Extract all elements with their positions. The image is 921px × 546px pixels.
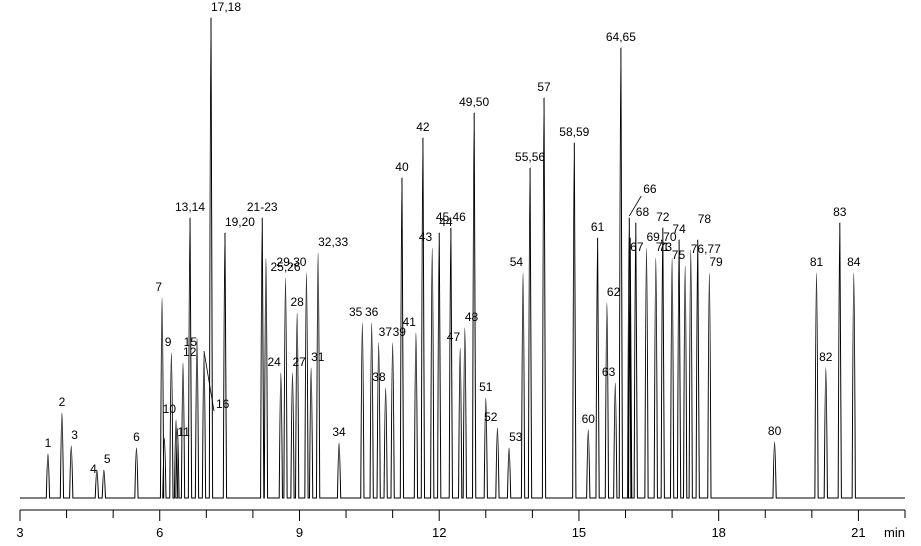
peak-label-11: 11: [177, 425, 190, 439]
peak-label-43: 43: [419, 230, 433, 244]
peak-label-10: 10: [163, 402, 177, 416]
peak-label-66: 66: [643, 182, 657, 196]
peak-label-13: 13,14: [175, 200, 205, 214]
peak-label-76: 76,77: [691, 242, 721, 256]
peak-label-21: 21-23: [247, 200, 278, 214]
peak-label-4: 4: [90, 462, 97, 476]
x-axis-unit: min: [884, 525, 905, 540]
peak-label-54: 54: [510, 255, 524, 269]
peak-label-15: 15: [184, 335, 198, 349]
peak-label-67: 67: [630, 240, 644, 254]
peak-label-78: 78: [698, 212, 712, 226]
peak-label-48: 48: [465, 310, 479, 324]
peak-label-61: 61: [591, 220, 605, 234]
peak-label-45: 45,46: [436, 210, 466, 224]
peak-label-24: 24: [267, 355, 281, 369]
peak-label-84: 84: [847, 255, 861, 269]
peak-label-16: 16: [216, 397, 230, 411]
peak-label-75: 75: [672, 248, 686, 262]
peak-label-79: 79: [709, 255, 723, 269]
peak-label-41: 41: [403, 315, 417, 329]
x-tick-label: 12: [432, 525, 446, 540]
peak-label-5: 5: [104, 452, 111, 466]
peak-label-6: 6: [133, 430, 140, 444]
peak-label-82: 82: [819, 350, 833, 364]
peak-label-58: 58,59: [559, 125, 589, 139]
peak-label-53: 53: [509, 430, 523, 444]
peak-label-62: 62: [607, 285, 621, 299]
peak-label-31: 31: [311, 350, 325, 364]
peak-label-42: 42: [416, 120, 430, 134]
peak-label-72: 72: [656, 210, 670, 224]
peak-label-63: 63: [602, 365, 616, 379]
peak-label-32: 32,33: [318, 235, 348, 249]
x-tick-label: 15: [572, 525, 586, 540]
peak-label-27: 27: [292, 355, 306, 369]
peak-label-40: 40: [395, 160, 409, 174]
peak-label-81: 81: [810, 255, 824, 269]
x-tick-label: 18: [711, 525, 725, 540]
peak-label-64: 64,65: [606, 30, 636, 44]
peak-label-74: 74: [672, 222, 686, 236]
peak-label-47: 47: [447, 330, 461, 344]
peak-label-19: 19,20: [225, 215, 255, 229]
peak-label-52: 52: [484, 410, 498, 424]
chromatogram-chart: 12345678910111213,14151617,1819,2021-232…: [0, 0, 921, 546]
peak-label-28: 28: [290, 295, 304, 309]
peak-label-80: 80: [768, 424, 782, 438]
peak-label-37: 37: [379, 325, 393, 339]
x-tick-label: 6: [156, 525, 163, 540]
peak-label-51: 51: [479, 380, 493, 394]
x-tick-label: 9: [296, 525, 303, 540]
peak-label-34: 34: [332, 425, 346, 439]
peak-label-36: 36: [365, 305, 379, 319]
peak-label-7: 7: [155, 280, 162, 294]
x-tick-label: 3: [16, 525, 23, 540]
peak-label-83: 83: [833, 205, 847, 219]
peak-label-17: 17,18: [211, 0, 241, 14]
peak-label-38: 38: [372, 370, 386, 384]
peak-label-57: 57: [537, 80, 551, 94]
x-tick-label: 21: [851, 525, 865, 540]
peak-label-3: 3: [71, 428, 78, 442]
peak-label-1: 1: [45, 436, 52, 450]
peak-label-73: 73: [659, 240, 673, 254]
peak-label-9: 9: [165, 335, 172, 349]
peak-label-29: 29,30: [276, 255, 306, 269]
chromatogram-svg: 12345678910111213,14151617,1819,2021-232…: [0, 0, 921, 546]
peak-label-35: 35: [349, 305, 363, 319]
peak-label-2: 2: [59, 395, 66, 409]
peak-label-55: 55,56: [515, 150, 545, 164]
peak-label-49: 49,50: [459, 95, 489, 109]
peak-label-60: 60: [582, 412, 596, 426]
peak-label-68: 68: [636, 205, 650, 219]
